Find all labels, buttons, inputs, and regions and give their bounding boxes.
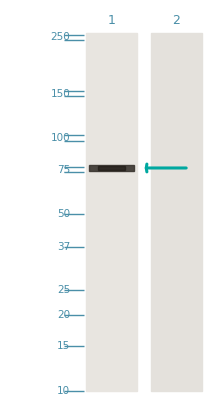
Text: 100: 100 xyxy=(50,133,70,143)
Text: 75: 75 xyxy=(57,164,70,174)
Text: 50: 50 xyxy=(57,209,70,219)
Bar xyxy=(98,166,124,170)
Text: 150: 150 xyxy=(50,88,70,98)
Text: 15: 15 xyxy=(57,341,70,351)
Text: 37: 37 xyxy=(57,242,70,252)
Text: 10: 10 xyxy=(57,386,70,396)
Text: 25: 25 xyxy=(57,285,70,295)
Text: 1: 1 xyxy=(107,14,115,27)
Text: 2: 2 xyxy=(172,14,179,27)
Bar xyxy=(89,165,133,171)
Bar xyxy=(86,33,136,391)
Text: 250: 250 xyxy=(50,32,70,42)
Text: 20: 20 xyxy=(57,310,70,320)
Bar xyxy=(150,33,201,391)
